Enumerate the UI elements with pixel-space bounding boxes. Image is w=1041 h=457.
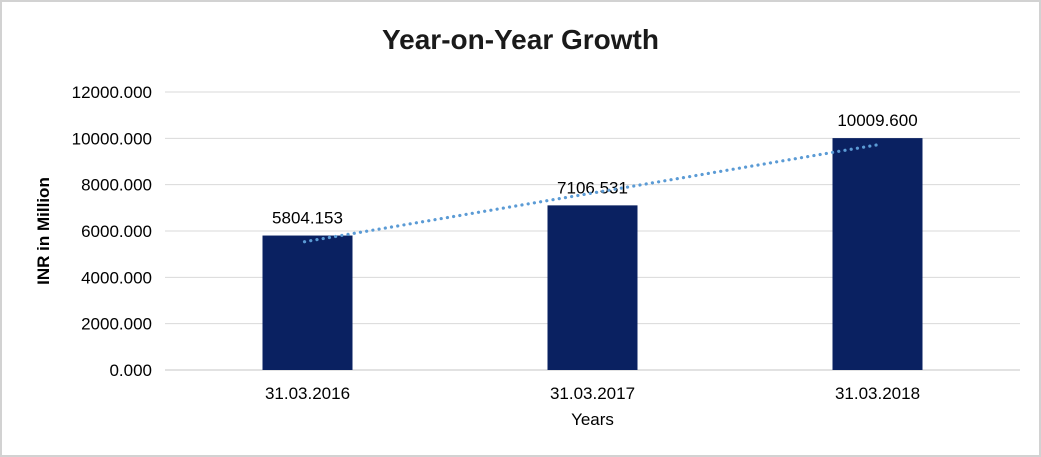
x-category-label: 31.03.2018 bbox=[835, 384, 920, 403]
y-tick-label: 6000.000 bbox=[81, 222, 152, 241]
data-label: 7106.531 bbox=[557, 178, 628, 197]
y-tick-label: 10000.000 bbox=[72, 129, 152, 148]
chart-title: Year-on-Year Growth bbox=[382, 24, 659, 55]
x-category-label: 31.03.2017 bbox=[550, 384, 635, 403]
x-axis-title: Years bbox=[571, 410, 614, 429]
bar bbox=[547, 205, 638, 370]
y-tick-label: 8000.000 bbox=[81, 176, 152, 195]
data-label: 10009.600 bbox=[837, 111, 917, 130]
bar bbox=[262, 235, 353, 370]
y-tick-label: 2000.000 bbox=[81, 315, 152, 334]
y-tick-label: 12000.000 bbox=[72, 83, 152, 102]
bar bbox=[832, 138, 923, 370]
x-category-label: 31.03.2016 bbox=[265, 384, 350, 403]
y-tick-label: 0.000 bbox=[109, 361, 152, 380]
y-tick-label: 4000.000 bbox=[81, 268, 152, 287]
data-label: 5804.153 bbox=[272, 209, 343, 228]
